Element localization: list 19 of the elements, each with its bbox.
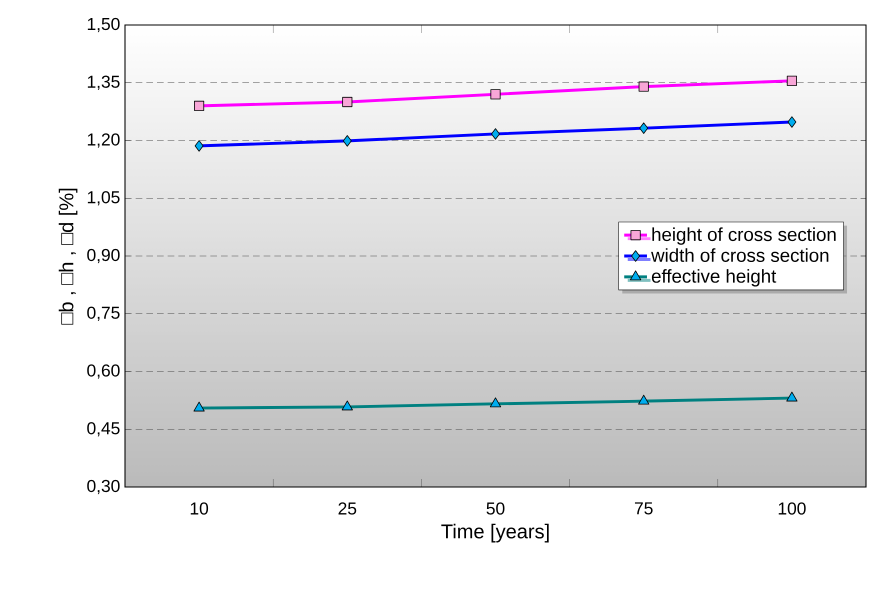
- legend-label: height of cross section: [652, 227, 836, 245]
- x-axis-title: Time [years]: [441, 524, 549, 542]
- y-tick-label: 1,50: [88, 18, 120, 32]
- legend-label: width of cross section: [651, 248, 828, 262]
- x-tick-label: 25: [338, 502, 356, 515]
- y-tick-label: 1,05: [88, 191, 120, 206]
- y-tick-label: 0,45: [87, 422, 120, 436]
- y-tick-label: 0,90: [87, 248, 120, 264]
- y-tick-label: 1,20: [88, 133, 120, 148]
- y-tick-label: 0,30: [87, 480, 120, 494]
- x-tick-label: 100: [778, 502, 806, 515]
- x-tick-label: 75: [634, 502, 653, 514]
- legend-label: effective height: [652, 269, 776, 286]
- y-tick-label: 0,75: [87, 306, 120, 321]
- x-tick-label: 50: [486, 502, 504, 515]
- y-tick-label: 0,60: [87, 364, 120, 379]
- y-tick-label: 1,35: [88, 76, 120, 90]
- x-tick-label: 10: [190, 502, 208, 515]
- y-axis-title: □b , □h , □d [%]: [58, 188, 78, 325]
